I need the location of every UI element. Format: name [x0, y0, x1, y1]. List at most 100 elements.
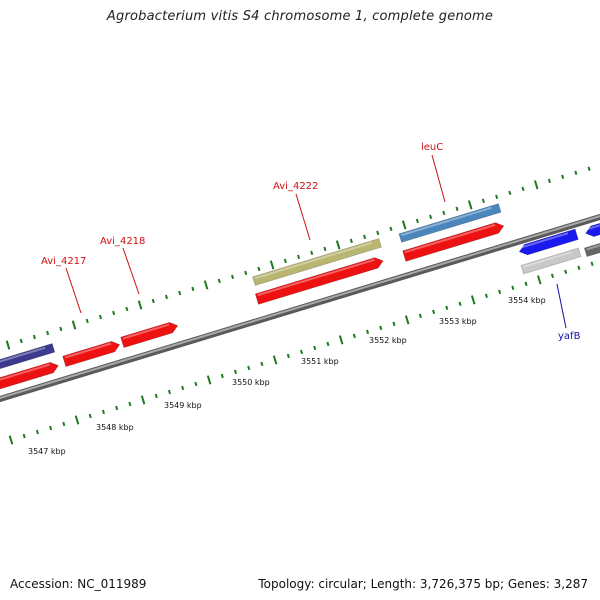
outer-tick — [561, 174, 565, 180]
gene-label-yafb[interactable]: yafB — [558, 331, 581, 342]
feature-darkgrey-shine — [586, 242, 600, 251]
outer-tick-ring — [5, 166, 591, 350]
accession-text: Accession: NC_011989 — [10, 577, 147, 591]
inner-tick — [326, 341, 330, 347]
feature-blue-1-body — [518, 228, 579, 256]
outer-tick — [59, 326, 63, 332]
feature-red-3-shine — [404, 223, 496, 254]
inner-tick — [404, 315, 410, 325]
feature-red-1-body — [0, 362, 59, 393]
inner-tick — [167, 389, 172, 395]
outer-tick — [363, 234, 367, 240]
inner-tick — [392, 321, 396, 327]
inner-tick — [88, 413, 92, 419]
feature-navy-1-body — [0, 343, 56, 373]
feature-blue-2[interactable] — [584, 219, 600, 238]
feature-grey-yafb-shine — [523, 251, 572, 268]
outer-tick — [244, 270, 248, 276]
inner-tick — [524, 281, 528, 287]
feature-red-avi-4218-body — [120, 322, 179, 349]
inner-tick — [220, 373, 224, 379]
outer-tick — [46, 330, 50, 336]
genome-backbone-highlight — [0, 214, 600, 400]
inner-tick — [299, 349, 304, 355]
inner-tick — [260, 361, 264, 367]
outer-tick — [467, 200, 473, 210]
inner-tick — [206, 375, 212, 385]
outer-tick — [481, 198, 485, 204]
inner-tick — [445, 305, 449, 311]
outer-tick — [191, 286, 195, 292]
gene-label-avi-4218[interactable]: Avi_4218 — [100, 236, 145, 247]
outer-tick — [389, 226, 393, 232]
outer-tick — [217, 278, 221, 284]
feature-darkgrey[interactable] — [583, 238, 600, 258]
feature-blue-1[interactable] — [518, 228, 579, 257]
scale-label-3549: 3549 kbp — [164, 401, 202, 410]
feature-red-1[interactable] — [0, 360, 60, 393]
feature-steel-leuc-body — [398, 203, 502, 243]
inner-tick — [484, 293, 488, 299]
outer-tick — [323, 246, 327, 252]
feature-navy-1[interactable] — [0, 343, 56, 373]
outer-tick — [508, 190, 512, 196]
inner-tick — [272, 355, 278, 365]
inner-tick — [511, 285, 515, 291]
outer-tick — [5, 340, 11, 350]
inner-tick — [458, 301, 462, 307]
inner-tick — [432, 309, 436, 315]
feature-red-3[interactable] — [402, 221, 506, 262]
inner-tick — [247, 365, 251, 371]
feature-red-2-body — [254, 257, 384, 305]
outer-tick — [125, 306, 129, 312]
feature-red-2-shine — [257, 258, 375, 297]
outer-tick — [349, 238, 353, 244]
gene-label-avi-4217[interactable]: Avi_4217 — [41, 256, 86, 267]
scale-label-3547: 3547 kbp — [28, 447, 66, 456]
inner-tick — [590, 261, 594, 267]
inner-tick — [35, 429, 39, 435]
leader-yafb — [556, 283, 567, 329]
outer-tick — [283, 258, 287, 264]
inner-tick-ring — [8, 261, 594, 445]
outer-tick — [269, 260, 275, 270]
inner-tick — [564, 269, 568, 275]
outer-tick — [429, 214, 433, 220]
feature-navy-1-shine — [0, 346, 46, 367]
outer-tick — [533, 180, 539, 190]
feature-steel-leuc[interactable] — [398, 203, 502, 243]
feature-red-avi-4218-shine — [122, 323, 170, 340]
gene-label-leuc[interactable]: leuC — [421, 142, 443, 153]
inner-tick — [140, 395, 146, 405]
inner-tick — [74, 415, 80, 425]
feature-track — [0, 203, 600, 393]
gene-label-avi-4222[interactable]: Avi_4222 — [273, 181, 318, 192]
inner-tick — [418, 313, 422, 319]
feature-red-2[interactable] — [254, 256, 385, 305]
feature-grey-yafb-body — [520, 247, 582, 275]
feature-grey-yafb[interactable] — [520, 247, 582, 275]
inner-tick — [577, 265, 581, 271]
inner-tick — [181, 385, 185, 391]
label-leaders — [65, 154, 567, 329]
feature-olive-avi-4222-shine — [254, 241, 373, 280]
feature-blue-1-shine — [519, 232, 569, 249]
inner-tick — [62, 421, 66, 427]
inner-tick — [366, 329, 370, 335]
inner-tick — [470, 295, 476, 305]
inner-tick — [379, 325, 383, 331]
outer-tick — [85, 318, 89, 324]
feature-red-avi-4217[interactable] — [62, 339, 122, 368]
feature-darkgrey-body — [583, 238, 600, 258]
feature-olive-avi-4222[interactable] — [252, 238, 382, 286]
inner-tick — [536, 275, 542, 285]
feature-olive-avi-4222-body — [252, 238, 382, 286]
feature-blue-2-shine — [586, 222, 600, 231]
feature-red-3-body — [402, 222, 505, 262]
feature-red-avi-4218[interactable] — [120, 320, 180, 349]
outer-tick — [521, 186, 525, 192]
inner-tick — [550, 273, 554, 279]
outer-tick — [98, 314, 102, 320]
outer-tick — [587, 166, 591, 172]
